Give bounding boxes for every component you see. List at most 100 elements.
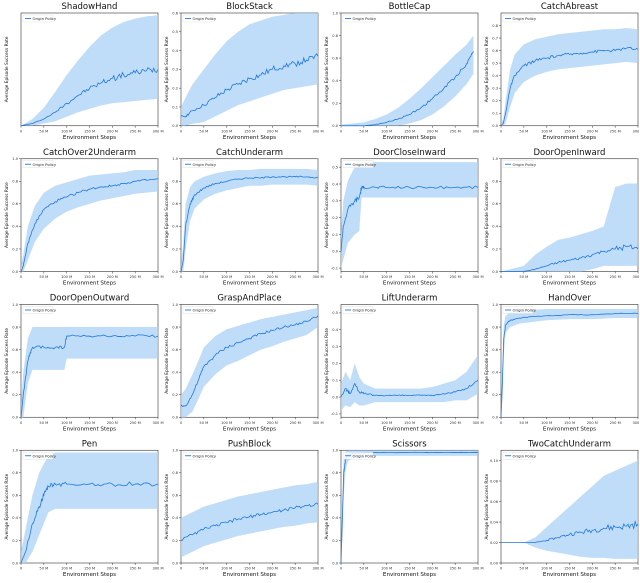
y-tick-label: 1.0	[332, 11, 338, 15]
chart-title: LiftUnderarm	[382, 294, 438, 304]
mean-line	[20, 481, 159, 564]
x-tick-label: 300 M	[472, 129, 483, 133]
y-axis-label: Average Episode Success Rate	[324, 328, 330, 394]
x-tick-label: 0	[20, 275, 23, 279]
y-axis-label: Average Episode Success Rate	[4, 182, 10, 248]
x-tick-label: 250 M	[130, 567, 141, 571]
y-tick-label: 0.6	[172, 202, 178, 206]
x-tick-label: 0	[180, 275, 183, 279]
x-tick-label: 300 M	[312, 567, 323, 571]
chart-title: DoorOpenOutward	[50, 294, 129, 304]
y-tick-label: 0.4	[492, 74, 498, 78]
chart-title: BottleCap	[389, 2, 431, 12]
x-axis-label: Environment Steps	[223, 572, 276, 578]
y-tick-label: 0.08	[490, 479, 499, 483]
y-tick-label: 1.0	[492, 157, 498, 161]
y-tick-label: 0.4	[492, 370, 498, 374]
y-tick-label: 0.8	[492, 325, 498, 329]
confidence-band	[501, 28, 638, 126]
x-tick-label: 200 M	[587, 129, 598, 133]
chart-title: Scissors	[392, 439, 427, 449]
legend: Origin Policy	[22, 160, 57, 168]
y-tick-label: 0.1	[172, 105, 178, 109]
x-tick-label: 250 M	[130, 129, 141, 133]
confidence-band	[181, 481, 318, 558]
legend-box	[22, 160, 54, 168]
y-tick-label: 0.8	[12, 471, 18, 475]
x-axis-label: Environment Steps	[223, 426, 276, 432]
x-tick-label: 250 M	[610, 567, 621, 571]
y-tick-label: 0.0	[332, 124, 338, 128]
y-tick-label: 0.2	[492, 393, 498, 397]
y-tick-label: 0.4	[12, 370, 18, 374]
y-tick-label: 0.4	[332, 182, 338, 186]
y-tick-label: 0.0	[172, 124, 178, 128]
x-tick-label: 50 M	[199, 567, 208, 571]
legend-label: Origin Policy	[33, 453, 57, 458]
x-tick-label: 100 M	[61, 275, 72, 279]
x-tick-label: 150 M	[564, 567, 575, 571]
x-tick-label: 50 M	[199, 129, 208, 133]
y-tick-label: 1.0	[12, 303, 18, 307]
y-tick-label: 0.3	[332, 199, 338, 203]
x-tick-label: 100 M	[381, 275, 392, 279]
x-tick-label: 0	[180, 129, 183, 133]
confidence-band	[21, 170, 158, 272]
x-tick-label: 150 M	[84, 567, 95, 571]
x-tick-label: 200 M	[107, 275, 118, 279]
x-tick-label: 150 M	[404, 129, 415, 133]
x-tick-label: 150 M	[84, 421, 95, 425]
x-tick-label: 300 M	[312, 129, 323, 133]
x-tick-label: 50 M	[39, 567, 48, 571]
x-tick-label: 200 M	[267, 421, 278, 425]
y-tick-label: 0.0	[492, 124, 498, 128]
x-tick-label: 50 M	[359, 567, 368, 571]
y-tick-label: 0.2	[12, 247, 18, 251]
y-tick-label: 0.1	[492, 112, 498, 116]
x-axis-label: Environment Steps	[543, 135, 596, 141]
y-tick-label: 1.0	[172, 449, 178, 453]
legend-label: Origin Policy	[193, 16, 217, 21]
x-axis-label: Environment Steps	[223, 281, 276, 287]
y-tick-label: 1.0	[172, 157, 178, 161]
legend-label: Origin Policy	[513, 162, 537, 167]
x-tick-label: 300 M	[152, 129, 163, 133]
legend: Origin Policy	[182, 452, 217, 460]
y-tick-label: 0.0	[12, 561, 18, 565]
x-tick-label: 100 M	[541, 421, 552, 425]
legend-box	[182, 306, 214, 314]
y-tick-label: 0.0	[332, 250, 338, 254]
y-axis-label: Average Episode Success Rate	[4, 328, 10, 394]
x-tick-label: 100 M	[221, 129, 232, 133]
legend-box	[342, 452, 374, 460]
legend: Origin Policy	[502, 306, 537, 314]
x-tick-label: 50 M	[359, 275, 368, 279]
y-tick-label: 1.0	[492, 303, 498, 307]
x-tick-label: 150 M	[564, 129, 575, 133]
y-tick-label: 0.3	[332, 345, 338, 349]
x-tick-label: 200 M	[107, 567, 118, 571]
legend-label: Origin Policy	[353, 162, 377, 167]
x-tick-label: 150 M	[564, 421, 575, 425]
chart-panel: CatchOver2Underarm 0 50 M 100 M 150 M 200 M 25…	[4, 148, 164, 287]
x-tick-label: 300 M	[312, 421, 323, 425]
x-axis-label: Environment Steps	[543, 281, 596, 287]
x-tick-label: 100 M	[61, 129, 72, 133]
y-tick-label: 0.0	[172, 416, 178, 420]
chart-panel: GraspAndPlace 0 50 M 100 M 150 M 200 M 250 M 30…	[164, 294, 324, 433]
y-tick-label: 0.8	[492, 180, 498, 184]
x-axis-label: Environment Steps	[63, 281, 116, 287]
legend: Origin Policy	[342, 14, 377, 23]
legend-box	[502, 14, 534, 23]
x-tick-label: 200 M	[427, 421, 438, 425]
x-tick-label: 300 M	[472, 275, 483, 279]
y-tick-label: 0.0	[332, 395, 338, 399]
y-tick-label: 1.0	[172, 303, 178, 307]
mean-line	[340, 379, 479, 398]
x-tick-label: 0	[500, 421, 503, 425]
legend: Origin Policy	[502, 452, 537, 460]
mean-line	[180, 175, 319, 272]
x-tick-label: 300 M	[152, 567, 163, 571]
y-tick-label: 0.8	[332, 471, 338, 475]
x-tick-label: 0	[340, 275, 343, 279]
